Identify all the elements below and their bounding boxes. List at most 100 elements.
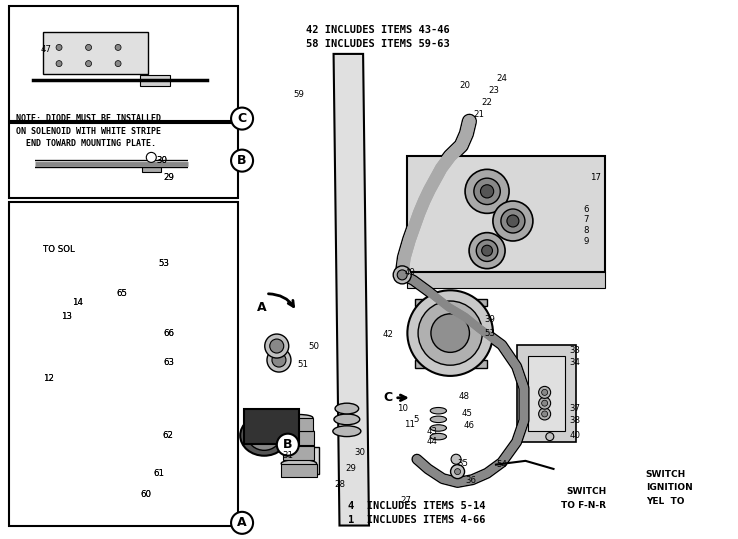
Circle shape [397, 270, 407, 280]
Circle shape [542, 389, 548, 396]
Text: 60: 60 [140, 490, 151, 499]
Circle shape [482, 245, 492, 256]
Circle shape [493, 201, 533, 241]
Bar [284, 431, 314, 445]
Circle shape [546, 433, 554, 440]
Text: 22: 22 [481, 98, 492, 107]
Text: 66: 66 [164, 329, 175, 337]
Text: 29: 29 [345, 465, 356, 473]
Text: 23: 23 [489, 86, 500, 95]
Text: 13: 13 [61, 313, 72, 321]
Bar [285, 418, 313, 431]
Circle shape [265, 334, 289, 358]
Bar [9, 6, 238, 121]
Circle shape [469, 233, 505, 268]
Circle shape [393, 266, 411, 284]
Text: 35: 35 [458, 459, 469, 468]
Text: 33: 33 [570, 346, 581, 355]
Circle shape [455, 468, 461, 475]
Text: B: B [238, 154, 246, 167]
Text: 54: 54 [496, 460, 507, 469]
Text: C: C [383, 391, 392, 404]
Text: 53: 53 [485, 329, 496, 337]
Circle shape [407, 291, 493, 376]
Text: 21: 21 [474, 110, 485, 119]
Text: 45: 45 [461, 410, 472, 418]
Bar [415, 299, 487, 306]
Circle shape [451, 454, 461, 464]
Text: NOTE: DIODE MUST BE INSTALLED
ON SOLENOID WITH WHITE STRIPE
  END TOWARD MOUNTIN: NOTE: DIODE MUST BE INSTALLED ON SOLENOI… [16, 114, 161, 148]
Text: 42 INCLUDES ITEMS 43-46: 42 INCLUDES ITEMS 43-46 [306, 25, 450, 34]
Text: 29: 29 [164, 174, 175, 182]
Circle shape [86, 60, 92, 67]
Ellipse shape [284, 428, 314, 435]
Circle shape [474, 178, 500, 204]
Bar [407, 156, 605, 272]
Ellipse shape [430, 425, 446, 431]
Text: 63: 63 [164, 358, 175, 367]
Text: 30: 30 [354, 448, 365, 457]
Text: 8: 8 [583, 226, 588, 235]
Bar [283, 446, 314, 460]
Bar [142, 166, 161, 172]
Text: 62: 62 [162, 431, 173, 440]
Ellipse shape [283, 443, 314, 450]
Text: 28: 28 [334, 480, 345, 488]
Text: 38: 38 [570, 416, 581, 425]
Circle shape [507, 215, 519, 227]
Text: 9: 9 [583, 237, 588, 246]
Text: IGNITION: IGNITION [646, 483, 692, 492]
Text: TO F-N-R: TO F-N-R [561, 501, 606, 510]
Text: YEL  TO: YEL TO [646, 497, 684, 506]
Text: 30: 30 [156, 156, 168, 165]
Text: 51: 51 [297, 360, 308, 369]
Text: 20: 20 [459, 81, 470, 89]
Text: 65: 65 [117, 289, 128, 298]
Text: 62: 62 [162, 431, 173, 440]
Circle shape [451, 465, 464, 479]
Text: 46: 46 [463, 421, 475, 430]
Text: A: A [257, 301, 267, 314]
Circle shape [476, 240, 498, 261]
Circle shape [465, 169, 509, 213]
Bar [9, 202, 238, 526]
Text: 27: 27 [400, 496, 411, 505]
Polygon shape [334, 54, 369, 526]
Circle shape [56, 44, 62, 51]
Circle shape [431, 314, 469, 353]
Circle shape [56, 60, 62, 67]
Circle shape [270, 339, 283, 353]
Text: 63: 63 [164, 358, 175, 367]
Text: SWITCH: SWITCH [567, 487, 607, 496]
Bar [528, 356, 565, 431]
Text: 43: 43 [427, 427, 438, 436]
Circle shape [115, 44, 121, 51]
Ellipse shape [430, 407, 446, 414]
Text: 49: 49 [404, 268, 415, 277]
Text: 53: 53 [159, 259, 170, 267]
Text: 12: 12 [43, 374, 54, 383]
Text: 24: 24 [496, 74, 507, 82]
Circle shape [231, 512, 253, 534]
Text: 47: 47 [41, 45, 52, 54]
Text: 48: 48 [459, 392, 470, 400]
Text: 34: 34 [570, 358, 581, 367]
Text: 58 INCLUDES ITEMS 59-63: 58 INCLUDES ITEMS 59-63 [306, 39, 450, 49]
Circle shape [231, 150, 253, 171]
Text: 40: 40 [570, 431, 581, 440]
Ellipse shape [333, 426, 361, 437]
Circle shape [115, 60, 121, 67]
Bar [286, 447, 319, 474]
Bar [244, 409, 299, 444]
Text: 5: 5 [413, 415, 418, 424]
Ellipse shape [335, 403, 359, 414]
Text: 53: 53 [159, 259, 170, 267]
Circle shape [418, 301, 483, 365]
Circle shape [267, 348, 291, 372]
Text: 12: 12 [43, 374, 54, 383]
Text: 7: 7 [583, 216, 588, 224]
Text: 37: 37 [570, 404, 581, 413]
Circle shape [231, 108, 253, 129]
Text: 39: 39 [485, 315, 496, 323]
Circle shape [539, 408, 551, 420]
